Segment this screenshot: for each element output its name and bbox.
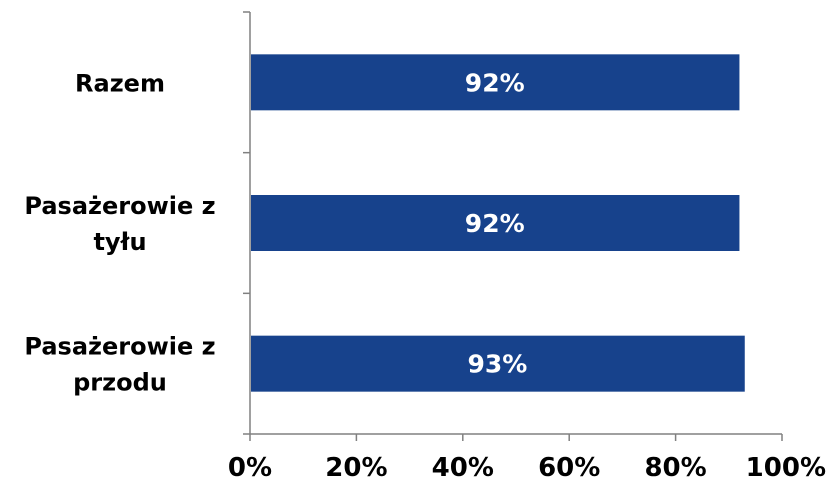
x-tick-label-2: 40% bbox=[432, 453, 494, 482]
x-tick-label-1: 20% bbox=[325, 453, 387, 482]
category-label-2: Pasażerowie z tyłu bbox=[24, 192, 215, 256]
x-tick-label-0: 0% bbox=[228, 453, 272, 482]
data-label-3: 93% bbox=[467, 350, 527, 379]
bar-1 bbox=[251, 54, 740, 111]
x-tick-label-3: 60% bbox=[538, 453, 600, 482]
x-tick-label-5: 100% bbox=[746, 453, 826, 482]
data-label-2: 92% bbox=[465, 209, 525, 238]
category-label-3: Pasażerowie z przodu bbox=[24, 333, 215, 397]
data-label-1: 92% bbox=[465, 68, 525, 97]
category-label-1: Razem bbox=[75, 69, 165, 97]
bar-3 bbox=[251, 335, 745, 392]
bar-2 bbox=[251, 195, 740, 251]
x-tick-label-4: 80% bbox=[644, 453, 706, 482]
